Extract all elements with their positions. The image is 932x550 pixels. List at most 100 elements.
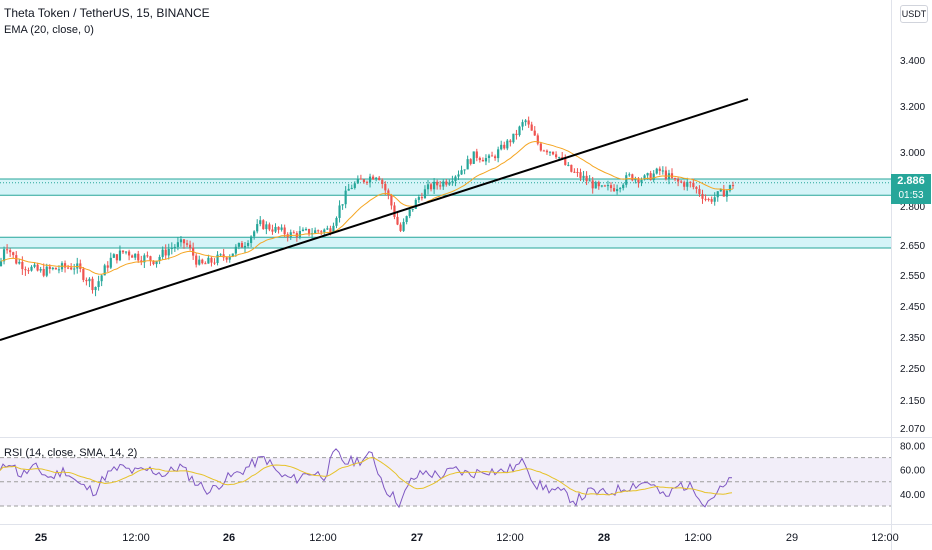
candle-body [420,197,423,199]
candle-body [677,179,680,182]
candle-body [36,264,39,271]
candle-body [289,232,292,238]
candle-body [509,140,512,143]
candle-body [243,245,247,248]
candle-body [317,230,320,232]
candle-body [189,244,192,248]
candle-body [606,185,610,187]
candle-body [204,263,207,265]
time-axis[interactable]: 25 12:00 26 12:00 27 12:00 28 12:00 29 12:00 [35,532,899,544]
price-tick-label: 2.550 [900,271,925,282]
candle-body [433,181,436,190]
candle-body [91,278,94,291]
candle-body [298,231,301,237]
candle-body [429,184,433,190]
candle-body [45,266,48,276]
candle-body [405,216,408,222]
time-tick-label: 26 [223,532,235,544]
candle-body [683,182,686,187]
price-axis[interactable]: 3.400 3.200 3.000 2.800 2.650 2.550 2.450 2.350… [900,56,925,435]
candle-body [103,265,106,276]
rsi-ma-line [0,457,733,496]
candle-body [365,181,369,183]
candle-body [128,251,131,256]
candle-body [359,178,362,180]
candle-body [680,181,683,183]
candle-body [588,180,591,182]
candle-body [158,256,161,261]
candle-body [564,157,567,165]
candle-body [112,254,115,258]
candle-body [85,279,88,282]
candle-body [274,226,277,232]
candle-body [649,173,652,181]
rsi-legend[interactable]: RSI (14, close, SMA, 14, 2) [4,447,138,459]
candle-body [619,188,622,190]
candle-body [573,171,576,173]
candle-body [673,177,677,180]
candle-body [268,224,271,230]
candle-body [9,250,12,253]
candle-body [692,182,695,188]
candle-body [39,269,42,271]
candle-body [411,208,414,210]
candle-body [341,204,344,206]
ema-line [0,140,734,275]
candle-body [323,229,326,233]
candle-body [487,155,491,159]
symbol-legend[interactable]: Theta Token / TetherUS, 15, BINANCE [4,6,210,20]
candle-body [399,224,402,231]
candle-body [246,242,250,246]
candle-body [423,189,427,199]
candle-body [451,181,454,183]
candle-body [408,209,411,217]
candle-body [15,255,18,264]
candle-body [518,126,521,136]
time-tick-label: 12:00 [871,532,899,544]
candle-body [478,157,481,161]
candle-body [384,183,387,191]
candle-body [256,224,259,232]
candle-body [710,199,713,202]
candle-body [646,173,649,176]
candle-body [347,188,350,191]
trendline[interactable] [0,98,749,342]
candle-body [338,205,341,218]
candle-body [512,133,515,143]
candle-body [152,260,155,265]
candle-body [533,130,536,136]
candle-body [396,216,399,225]
candle-body [704,198,707,200]
candle-body [652,173,655,181]
candle-body [524,120,527,123]
time-tick-label: 25 [35,532,47,544]
candle-body [670,173,674,178]
candle-body [713,197,716,202]
candle-body [539,143,542,151]
candle-body [234,246,237,254]
candle-body [439,185,442,187]
candle-body [658,168,661,171]
candle-body [185,243,189,245]
candle-body [280,227,283,230]
bar-countdown: 01:53 [898,190,924,201]
candle-body [182,239,186,244]
last-price-label: 2.886 01:53 [891,174,931,204]
candle-body [67,267,70,269]
candle-body [143,255,146,263]
candle-body [448,182,451,185]
rsi-axis[interactable]: 80.00 60.00 40.00 [900,442,925,501]
candle-body [634,178,637,181]
candle-body [48,266,51,269]
candle-body [414,199,417,209]
candle-body [576,171,579,173]
candle-body [155,260,158,265]
ema-legend[interactable]: EMA (20, close, 0) [4,24,94,36]
candle-body [201,259,204,264]
candle-body [616,189,619,192]
candle-body [637,178,640,183]
currency-badge[interactable]: USDT [900,5,928,23]
candle-body [88,278,91,282]
candle-body [210,257,213,263]
